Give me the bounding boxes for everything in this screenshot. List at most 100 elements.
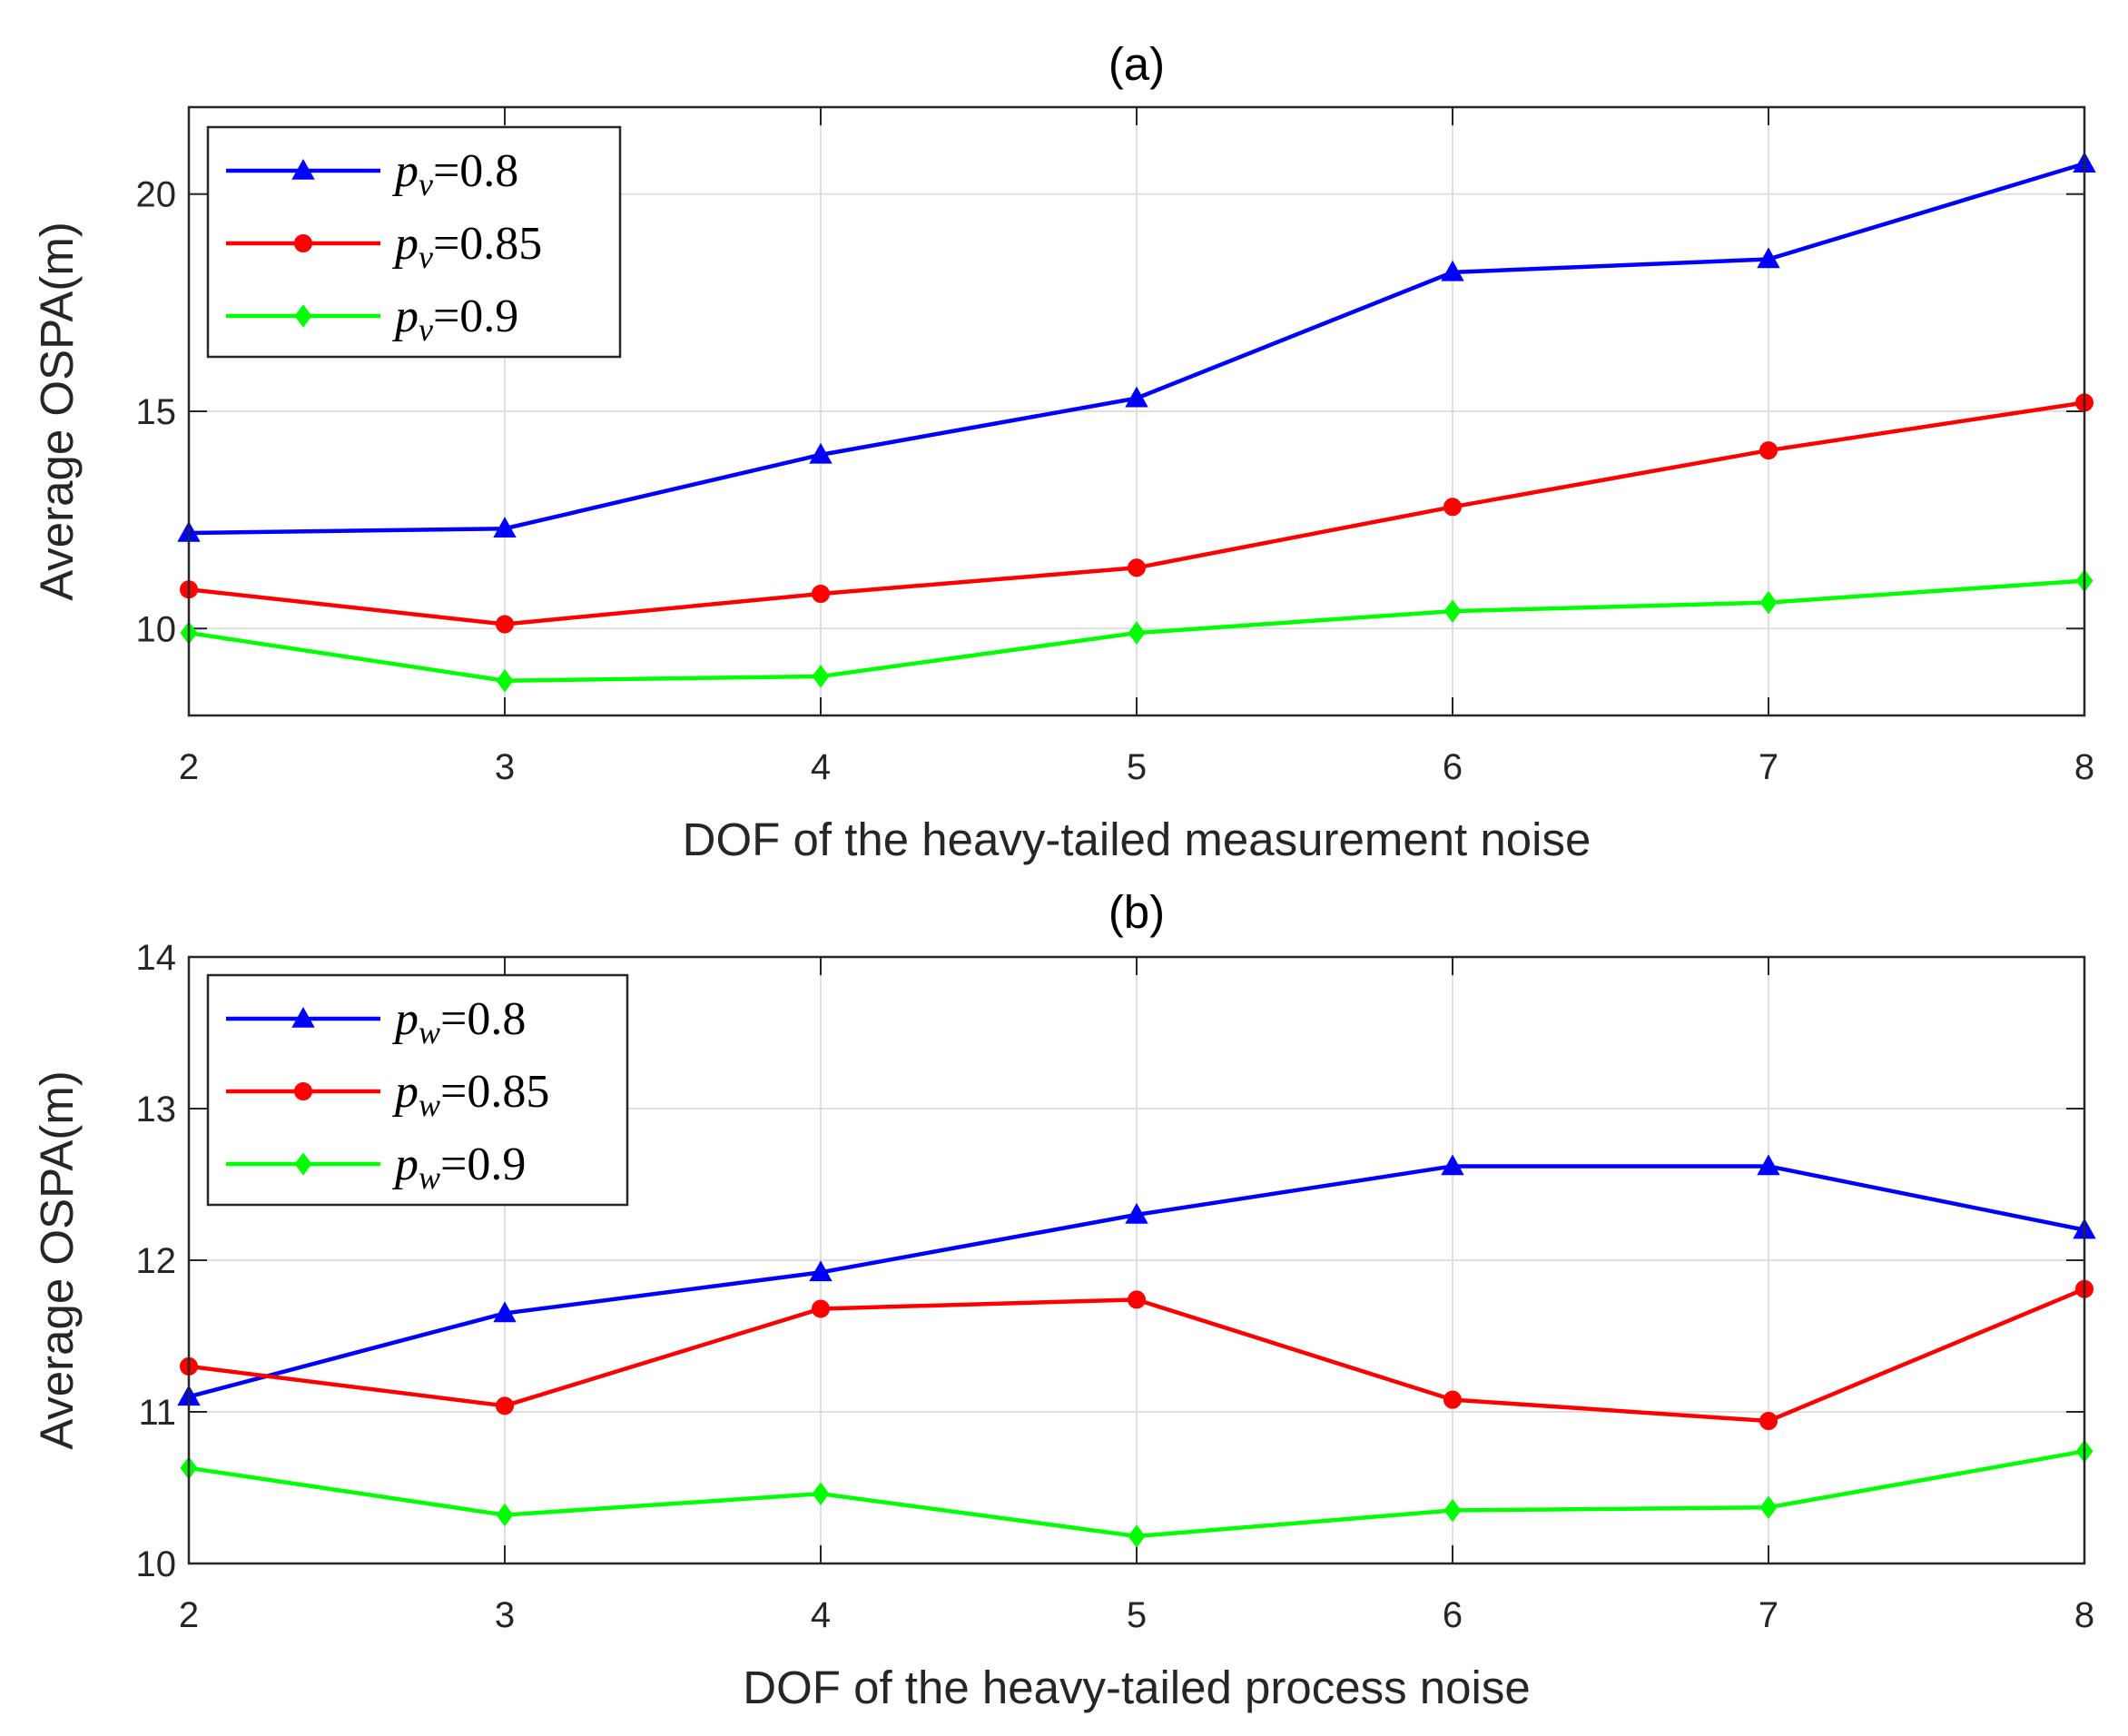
data-point [1443, 498, 1462, 517]
axes-box [187, 955, 2086, 1565]
y-axis-label: Average OSPA(m) [31, 222, 83, 601]
chart-panel-a: 2 3 4 5 6 7 8 10 15 20 (a) DOF of the heavy-tailed … [31, 38, 2096, 865]
legend-label-value: =0.9 [440, 1139, 526, 1190]
legend-label-var: p [391, 291, 419, 342]
data-point [1759, 1412, 1778, 1431]
data-point [1443, 1498, 1462, 1523]
x-tick-label: 4 [811, 1595, 831, 1635]
legend-label-var: p [391, 218, 419, 270]
series-2 [180, 393, 2094, 634]
y-tick-label: 20 [136, 175, 177, 215]
legend-label-value: =0.8 [440, 993, 526, 1045]
y-tick-label: 10 [136, 1544, 177, 1584]
data-point [812, 665, 830, 688]
legend-label: pv=0.9 [391, 291, 518, 348]
y-tick-label: 14 [136, 938, 177, 978]
chart-title: (a) [1108, 38, 1165, 90]
data-point [1759, 590, 1778, 615]
legend-label-value: =0.9 [433, 291, 518, 342]
legend-label-subscript: w [419, 1159, 440, 1196]
legend-marker [291, 158, 315, 180]
legend-label-subscript: w [419, 1014, 440, 1050]
data-point [1128, 1524, 1146, 1548]
data-point [496, 1503, 514, 1527]
legend-label-subscript: v [419, 166, 433, 202]
legend-entry: pv=0.8 [226, 145, 518, 202]
x-tick-label: 8 [2074, 747, 2094, 787]
data-point [493, 1301, 517, 1323]
tick-marks [188, 956, 2085, 1564]
data-point [812, 1299, 830, 1318]
data-point [1757, 1154, 1780, 1176]
data-point [1759, 441, 1778, 460]
legend-entry: pw=0.85 [226, 1066, 549, 1123]
data-point [1759, 1495, 1778, 1519]
series-3 [180, 568, 2094, 693]
chart-title: (b) [1108, 886, 1165, 938]
legend-marker [294, 1082, 312, 1100]
y-tick-label: 13 [136, 1090, 177, 1129]
data-point [809, 442, 832, 464]
legend-label-subscript: v [419, 311, 433, 348]
y-tick-label: 12 [136, 1241, 177, 1281]
legend-label-var: p [391, 145, 419, 197]
legend-label: pw=0.9 [391, 1139, 526, 1196]
data-point [496, 669, 514, 693]
series-3 [180, 1439, 2094, 1548]
legend-label-subscript: w [419, 1087, 440, 1123]
legend-marker [294, 1152, 312, 1176]
data-point [1443, 599, 1462, 623]
legend-label: pv=0.85 [391, 218, 542, 275]
data-point [1441, 1154, 1464, 1176]
legend-marker [294, 304, 312, 328]
x-tick-label: 4 [811, 747, 831, 787]
legend-entry: pw=0.8 [226, 993, 526, 1050]
axes-box [187, 105, 2086, 717]
data-point [1443, 1390, 1462, 1409]
data-point [1441, 260, 1464, 281]
x-tick-label: 7 [1759, 1595, 1778, 1635]
x-tick-label: 3 [495, 1595, 515, 1635]
data-point [812, 585, 830, 603]
data-point [496, 615, 514, 634]
x-axis-label: DOF of the heavy-tailed measurement nois… [683, 814, 1591, 865]
legend-marker [294, 234, 312, 252]
y-tick-label: 10 [136, 609, 177, 649]
legend-marker [291, 1006, 315, 1028]
legend-entry: pv=0.85 [226, 218, 542, 275]
legend-label-value: =0.8 [433, 145, 518, 197]
legend-label-var: p [391, 1139, 419, 1190]
y-tick-label: 11 [138, 1393, 176, 1433]
series-1 [177, 152, 2096, 542]
legend-label-subscript: v [419, 239, 433, 275]
x-tick-label: 2 [179, 1595, 199, 1635]
data-point [1128, 558, 1146, 577]
x-tick-label: 5 [1127, 747, 1147, 787]
y-axis-label: Average OSPA(m) [31, 1070, 83, 1450]
legend-label: pw=0.85 [391, 1066, 549, 1123]
x-tick-label: 6 [1443, 1595, 1463, 1635]
x-tick-label: 8 [2074, 1595, 2094, 1635]
legend-label-var: p [391, 993, 419, 1045]
data-point [1125, 1202, 1148, 1224]
legend-entry: pv=0.9 [226, 291, 518, 348]
data-point [1128, 621, 1146, 645]
legend-label-value: =0.85 [433, 218, 542, 270]
data-point [812, 1482, 830, 1505]
x-tick-label: 7 [1759, 747, 1778, 787]
data-point [1128, 1290, 1146, 1309]
legend-label-var: p [391, 1066, 419, 1118]
legend-label: pv=0.8 [391, 145, 518, 202]
data-point [809, 1260, 832, 1282]
x-tick-label: 3 [495, 747, 515, 787]
y-tick-label: 15 [136, 392, 177, 432]
legend-entry: pw=0.9 [226, 1139, 526, 1196]
chart-panel-b: 2 3 4 5 6 7 8 10 11 12 13 14 (b) DOF of the heavy-tai… [31, 886, 2096, 1713]
legend-label: pw=0.8 [391, 993, 526, 1050]
data-point [1757, 247, 1780, 269]
x-tick-label: 2 [179, 747, 199, 787]
data-point [1125, 386, 1148, 408]
